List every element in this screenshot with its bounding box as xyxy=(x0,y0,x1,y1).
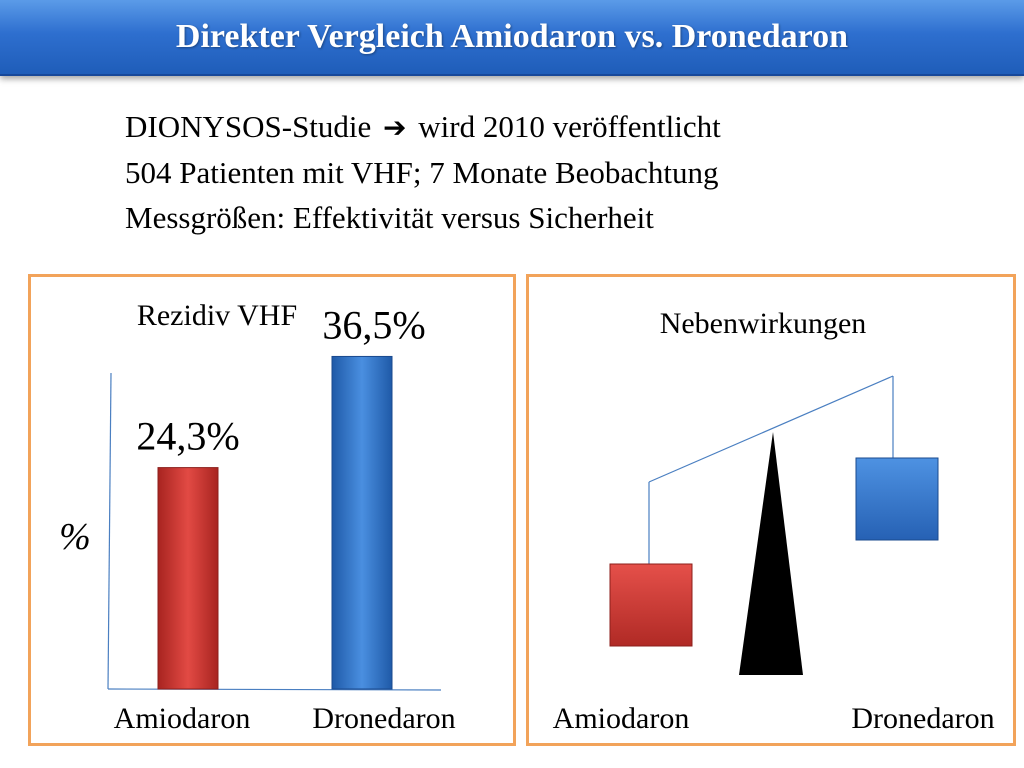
dronedaron-weight xyxy=(855,457,939,541)
intro-text: DIONYSOS-Studie ➔ wird 2010 veröffentlic… xyxy=(125,104,925,240)
dronedaron-label: Dronedaron xyxy=(851,702,994,735)
intro-line-1-prefix: DIONYSOS-Studie xyxy=(125,109,372,144)
slide-title: Direkter Vergleich Amiodaron vs. Droneda… xyxy=(175,18,849,55)
recurrence-panel: Rezidiv VHF % 24,3% Amiodaron 36,5% Droneda… xyxy=(28,274,516,746)
category-label-dronedaron: Dronedaron xyxy=(312,702,455,735)
diagram-title: Nebenwirkungen xyxy=(660,307,867,340)
intro-line-1-suffix: wird 2010 veröffentlicht xyxy=(418,109,721,144)
fulcrum xyxy=(739,432,803,675)
value-label-amiodaron: 24,3% xyxy=(136,414,239,459)
y-axis xyxy=(107,372,112,690)
title-bar: Direkter Vergleich Amiodaron vs. Droneda… xyxy=(0,0,1024,76)
bar-dronedaron xyxy=(331,355,393,690)
chart-title: Rezidiv VHF xyxy=(137,299,297,332)
right-arrow-icon: ➔ xyxy=(383,111,407,144)
intro-line-2: 504 Patienten mit VHF; 7 Monate Beobacht… xyxy=(125,155,719,190)
intro-line-1: DIONYSOS-Studie ➔ wird 2010 veröffentlic… xyxy=(125,104,925,150)
amiodaron-weight xyxy=(609,563,693,647)
side-effects-diagram: Nebenwirkungen Amiodaron Dronedaron xyxy=(553,307,995,735)
bars-group: 24,3% Amiodaron 36,5% Dronedaron xyxy=(114,302,456,735)
recurrence-bar-chart: Rezidiv VHF % 24,3% Amiodaron 36,5% Droneda… xyxy=(59,299,456,735)
amiodaron-label: Amiodaron xyxy=(553,702,690,735)
side-effects-panel: Nebenwirkungen Amiodaron Dronedaron xyxy=(526,274,1016,746)
intro-line-3: Messgrößen: Effektivität versus Sicherhe… xyxy=(125,200,654,235)
y-axis-label: % xyxy=(59,516,91,558)
bar-amiodaron xyxy=(157,467,219,690)
value-label-dronedaron: 36,5% xyxy=(322,302,425,347)
category-label-amiodaron: Amiodaron xyxy=(114,702,251,735)
scale-beam xyxy=(648,375,894,483)
